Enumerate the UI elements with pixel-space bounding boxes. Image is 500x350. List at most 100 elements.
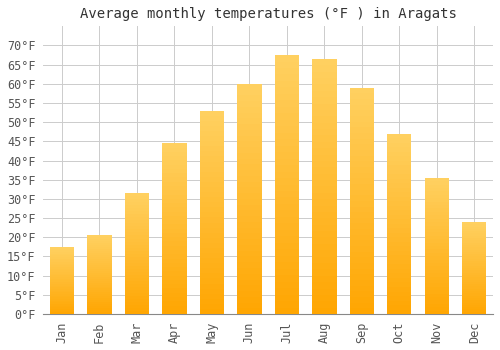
Bar bbox=[312, 174, 336, 180]
Bar bbox=[200, 263, 224, 268]
Bar bbox=[350, 127, 374, 133]
Bar bbox=[124, 296, 149, 299]
Bar bbox=[274, 172, 299, 178]
Bar bbox=[350, 229, 374, 235]
Bar bbox=[387, 183, 411, 188]
Bar bbox=[274, 282, 299, 288]
Bar bbox=[50, 289, 74, 290]
Bar bbox=[424, 280, 449, 284]
Bar bbox=[387, 242, 411, 246]
Bar bbox=[124, 232, 149, 236]
Bar bbox=[312, 250, 336, 257]
Bar bbox=[162, 195, 186, 199]
Bar bbox=[312, 270, 336, 276]
Bar bbox=[350, 161, 374, 167]
Bar bbox=[237, 193, 262, 199]
Bar bbox=[50, 304, 74, 306]
Bar bbox=[424, 212, 449, 215]
Bar bbox=[87, 243, 112, 245]
Bar bbox=[462, 231, 486, 233]
Bar bbox=[274, 204, 299, 210]
Bar bbox=[274, 191, 299, 197]
Bar bbox=[462, 273, 486, 275]
Bar bbox=[274, 301, 299, 308]
Bar bbox=[274, 223, 299, 230]
Bar bbox=[124, 287, 149, 290]
Bar bbox=[237, 257, 262, 262]
Bar bbox=[312, 142, 336, 148]
Bar bbox=[350, 240, 374, 246]
Bar bbox=[462, 270, 486, 273]
Bar bbox=[237, 84, 262, 90]
Bar bbox=[50, 262, 74, 264]
Bar bbox=[462, 238, 486, 240]
Bar bbox=[274, 55, 299, 62]
Bar bbox=[87, 296, 112, 298]
Bar bbox=[387, 165, 411, 170]
Bar bbox=[312, 205, 336, 212]
Bar bbox=[124, 205, 149, 208]
Bar bbox=[274, 230, 299, 236]
Bar bbox=[424, 253, 449, 256]
Bar bbox=[200, 207, 224, 212]
Bar bbox=[424, 284, 449, 287]
Bar bbox=[350, 93, 374, 99]
Bar bbox=[200, 187, 224, 192]
Bar bbox=[87, 275, 112, 277]
Bar bbox=[124, 202, 149, 205]
Bar bbox=[50, 267, 74, 269]
Bar bbox=[274, 100, 299, 107]
Bar bbox=[87, 300, 112, 302]
Bar bbox=[350, 150, 374, 156]
Bar bbox=[312, 244, 336, 250]
Bar bbox=[424, 263, 449, 266]
Bar bbox=[162, 271, 186, 276]
Bar bbox=[200, 192, 224, 197]
Bar bbox=[312, 193, 336, 199]
Bar bbox=[312, 301, 336, 308]
Bar bbox=[274, 256, 299, 262]
Bar bbox=[462, 266, 486, 268]
Bar bbox=[424, 232, 449, 236]
Bar bbox=[274, 236, 299, 243]
Bar bbox=[50, 301, 74, 302]
Bar bbox=[387, 309, 411, 314]
Bar bbox=[237, 308, 262, 314]
Bar bbox=[274, 126, 299, 133]
Bar bbox=[312, 276, 336, 282]
Bar bbox=[50, 269, 74, 271]
Bar bbox=[424, 198, 449, 202]
Bar bbox=[200, 294, 224, 299]
Bar bbox=[424, 178, 449, 181]
Bar bbox=[274, 295, 299, 301]
Bar bbox=[162, 259, 186, 263]
Bar bbox=[50, 248, 74, 250]
Bar bbox=[274, 146, 299, 152]
Bar bbox=[312, 72, 336, 78]
Bar bbox=[200, 126, 224, 131]
Bar bbox=[87, 292, 112, 294]
Bar bbox=[350, 258, 374, 263]
Bar bbox=[274, 120, 299, 126]
Bar bbox=[274, 165, 299, 172]
Bar bbox=[50, 309, 74, 311]
Bar bbox=[350, 190, 374, 195]
Bar bbox=[87, 312, 112, 314]
Bar bbox=[237, 141, 262, 147]
Bar bbox=[462, 284, 486, 286]
Bar bbox=[162, 207, 186, 212]
Bar bbox=[237, 245, 262, 251]
Bar bbox=[50, 252, 74, 254]
Bar bbox=[50, 290, 74, 292]
Bar bbox=[312, 110, 336, 116]
Bar bbox=[87, 236, 112, 237]
Bar bbox=[162, 143, 186, 148]
Bar bbox=[50, 260, 74, 262]
Bar bbox=[350, 224, 374, 229]
Bar bbox=[462, 305, 486, 307]
Bar bbox=[387, 256, 411, 260]
Bar bbox=[124, 311, 149, 314]
Bar bbox=[87, 241, 112, 243]
Bar bbox=[387, 265, 411, 269]
Bar bbox=[162, 224, 186, 229]
